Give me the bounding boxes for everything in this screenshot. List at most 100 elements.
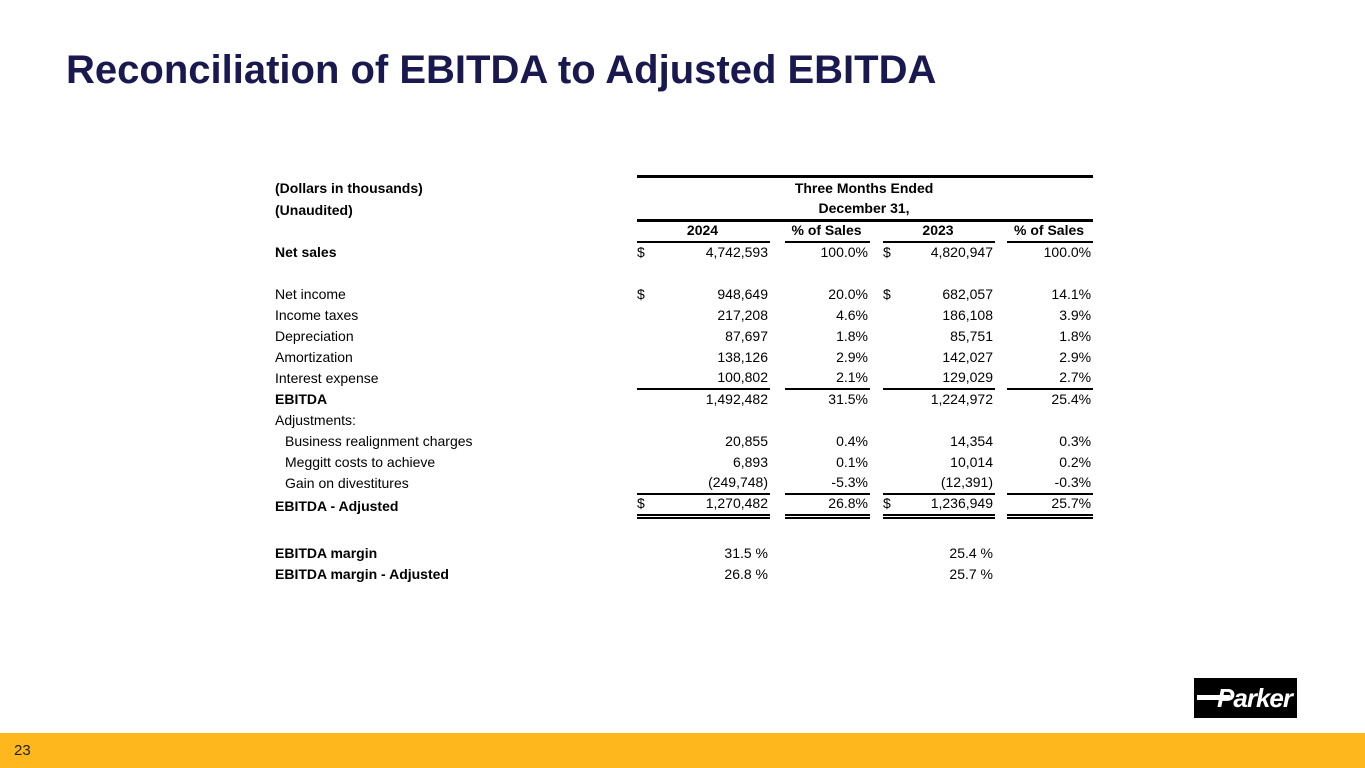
page-title: Reconciliation of EBITDA to Adjusted EBI… xyxy=(66,48,937,92)
gap-cell xyxy=(995,221,1007,243)
pct-of-sales-cell-2023 xyxy=(1007,543,1093,564)
row-label-cell: EBITDA - Adjusted xyxy=(275,497,399,514)
gap-cell xyxy=(770,389,785,410)
pct-of-sales-cell-2023: 2.9% xyxy=(1059,349,1092,365)
row-label-cell: Amortization xyxy=(275,349,353,365)
pct-of-sales-cell-2024: 4.6% xyxy=(836,307,868,323)
gap-cell xyxy=(995,431,1007,452)
pct-of-sales-cell-2024: 100.0% xyxy=(820,244,868,260)
table-row: Net income $948,649 20.0% $682,057 14.1% xyxy=(275,284,1093,305)
row-label-cell: Adjustments: xyxy=(275,412,356,428)
gap-cell xyxy=(770,431,785,452)
dollar-sign-cell xyxy=(883,347,911,368)
value-cell-2023: 14,354 xyxy=(950,433,993,449)
gap-cell xyxy=(995,284,1007,305)
pct-of-sales-cell-2023: -0.3% xyxy=(1054,474,1092,490)
value-cell-2023: 1,224,972 xyxy=(911,388,995,410)
table-row: Business realignment charges 20,855 0.4% 14… xyxy=(275,431,1093,452)
dollar-sign-cell: $ xyxy=(637,493,665,519)
dollar-sign-cell xyxy=(637,388,665,410)
dollar-sign-cell: $ xyxy=(883,244,891,260)
dollar-sign-cell xyxy=(637,543,665,564)
row-label-cell: Net sales xyxy=(275,244,337,260)
dollar-sign-cell xyxy=(883,326,911,347)
gap-cell xyxy=(770,410,785,431)
column-header-2023: 2023 xyxy=(883,220,995,243)
gap-cell xyxy=(870,452,883,473)
gap-cell xyxy=(870,284,883,305)
gap-cell xyxy=(995,326,1007,347)
table-row: Adjustments: xyxy=(275,410,1093,431)
financial-table-container: (Dollars in thousands) Three Months Ende… xyxy=(275,175,1094,585)
value-cell-2023: 10,014 xyxy=(950,454,993,470)
gap-cell xyxy=(870,326,883,347)
gap-cell xyxy=(770,326,785,347)
dollar-sign-cell xyxy=(883,543,911,564)
value-cell-2024: 87,697 xyxy=(725,328,768,344)
gap-cell xyxy=(870,347,883,368)
dollar-sign-cell xyxy=(883,410,911,431)
gap-cell xyxy=(770,452,785,473)
gap-cell xyxy=(870,242,883,263)
gap-cell xyxy=(770,368,785,389)
row-label-cell: Depreciation xyxy=(275,328,354,344)
gap-cell xyxy=(870,305,883,326)
dollar-sign-cell xyxy=(883,431,911,452)
gap-cell xyxy=(770,564,785,585)
column-header-2024: 2024 xyxy=(637,220,770,243)
table-row xyxy=(275,263,1093,284)
dollar-sign-cell xyxy=(637,326,665,347)
pct-of-sales-cell-2024 xyxy=(785,543,870,564)
row-label-cell: Meggitt costs to achieve xyxy=(285,454,436,470)
row-label-cell: Income taxes xyxy=(275,307,359,323)
pct-of-sales-cell-2024: 31.5% xyxy=(785,388,870,410)
dollar-sign-cell: $ xyxy=(637,286,645,302)
dollar-sign-cell xyxy=(883,564,911,585)
dollar-sign-cell xyxy=(637,410,665,431)
row-label-cell: Net income xyxy=(275,286,346,302)
gap-cell xyxy=(995,389,1007,410)
gap-cell xyxy=(995,564,1007,585)
dollar-sign-cell xyxy=(637,564,665,585)
dollar-sign-cell xyxy=(883,305,911,326)
gap-cell xyxy=(995,473,1007,494)
value-cell-2024: 6,893 xyxy=(732,454,768,470)
table-row: Interest expense 100,802 2.1% 129,029 2.7% xyxy=(275,368,1093,389)
dollar-sign-cell xyxy=(883,473,911,494)
pct-of-sales-cell-2023: 25.4% xyxy=(1007,388,1094,410)
dollar-sign-cell xyxy=(637,431,665,452)
pct-of-sales-cell-2023: 25.7% xyxy=(1007,493,1094,519)
dollar-sign-cell: $ xyxy=(883,493,911,519)
page-number: 23 xyxy=(14,742,31,759)
gap-cell xyxy=(995,543,1007,564)
gap-cell xyxy=(995,410,1007,431)
value-cell-2023: 1,236,949 xyxy=(911,493,995,519)
column-header-pct-sales-2: % of Sales xyxy=(1007,220,1094,243)
ebitda-reconciliation-table: (Dollars in thousands) Three Months Ende… xyxy=(275,175,1094,585)
row-label-cell: EBITDA margin xyxy=(275,544,378,561)
table-row: Net sales $4,742,593 100.0% $4,820,947 100.0… xyxy=(275,242,1093,263)
period-header-line1: Three Months Ended xyxy=(637,175,1094,199)
value-cell-2024 xyxy=(665,410,770,431)
dollar-sign-cell xyxy=(637,368,665,389)
pct-of-sales-cell-2024: 0.4% xyxy=(836,433,868,449)
value-cell-2023: 129,029 xyxy=(942,369,993,385)
value-cell-2024: 31.5 % xyxy=(724,544,768,561)
value-cell-2024: 26.8 % xyxy=(724,565,768,582)
table-note: (Unaudited) xyxy=(275,201,353,218)
value-cell-2023: 186,108 xyxy=(942,307,993,323)
dollar-sign-cell xyxy=(637,452,665,473)
value-cell-2024: 138,126 xyxy=(717,349,768,365)
pct-of-sales-cell-2024 xyxy=(785,564,870,585)
table-row: Meggitt costs to achieve 6,893 0.1% 10,014 0… xyxy=(275,452,1093,473)
parker-logo: Parker xyxy=(1194,678,1297,718)
table-row: Depreciation 87,697 1.8% 85,751 1.8% xyxy=(275,326,1093,347)
dollar-sign-cell xyxy=(637,305,665,326)
gap-cell xyxy=(995,347,1007,368)
gap-cell xyxy=(995,494,1007,517)
dollar-sign-cell: $ xyxy=(883,286,891,302)
value-cell-2024: 100,802 xyxy=(717,369,768,385)
table-row: EBITDA margin - Adjusted 26.8 % 25.7 % xyxy=(275,564,1093,585)
gap-cell xyxy=(995,368,1007,389)
table-row: EBITDA - Adjusted $1,270,482 26.8% $1,236,9… xyxy=(275,493,1094,519)
